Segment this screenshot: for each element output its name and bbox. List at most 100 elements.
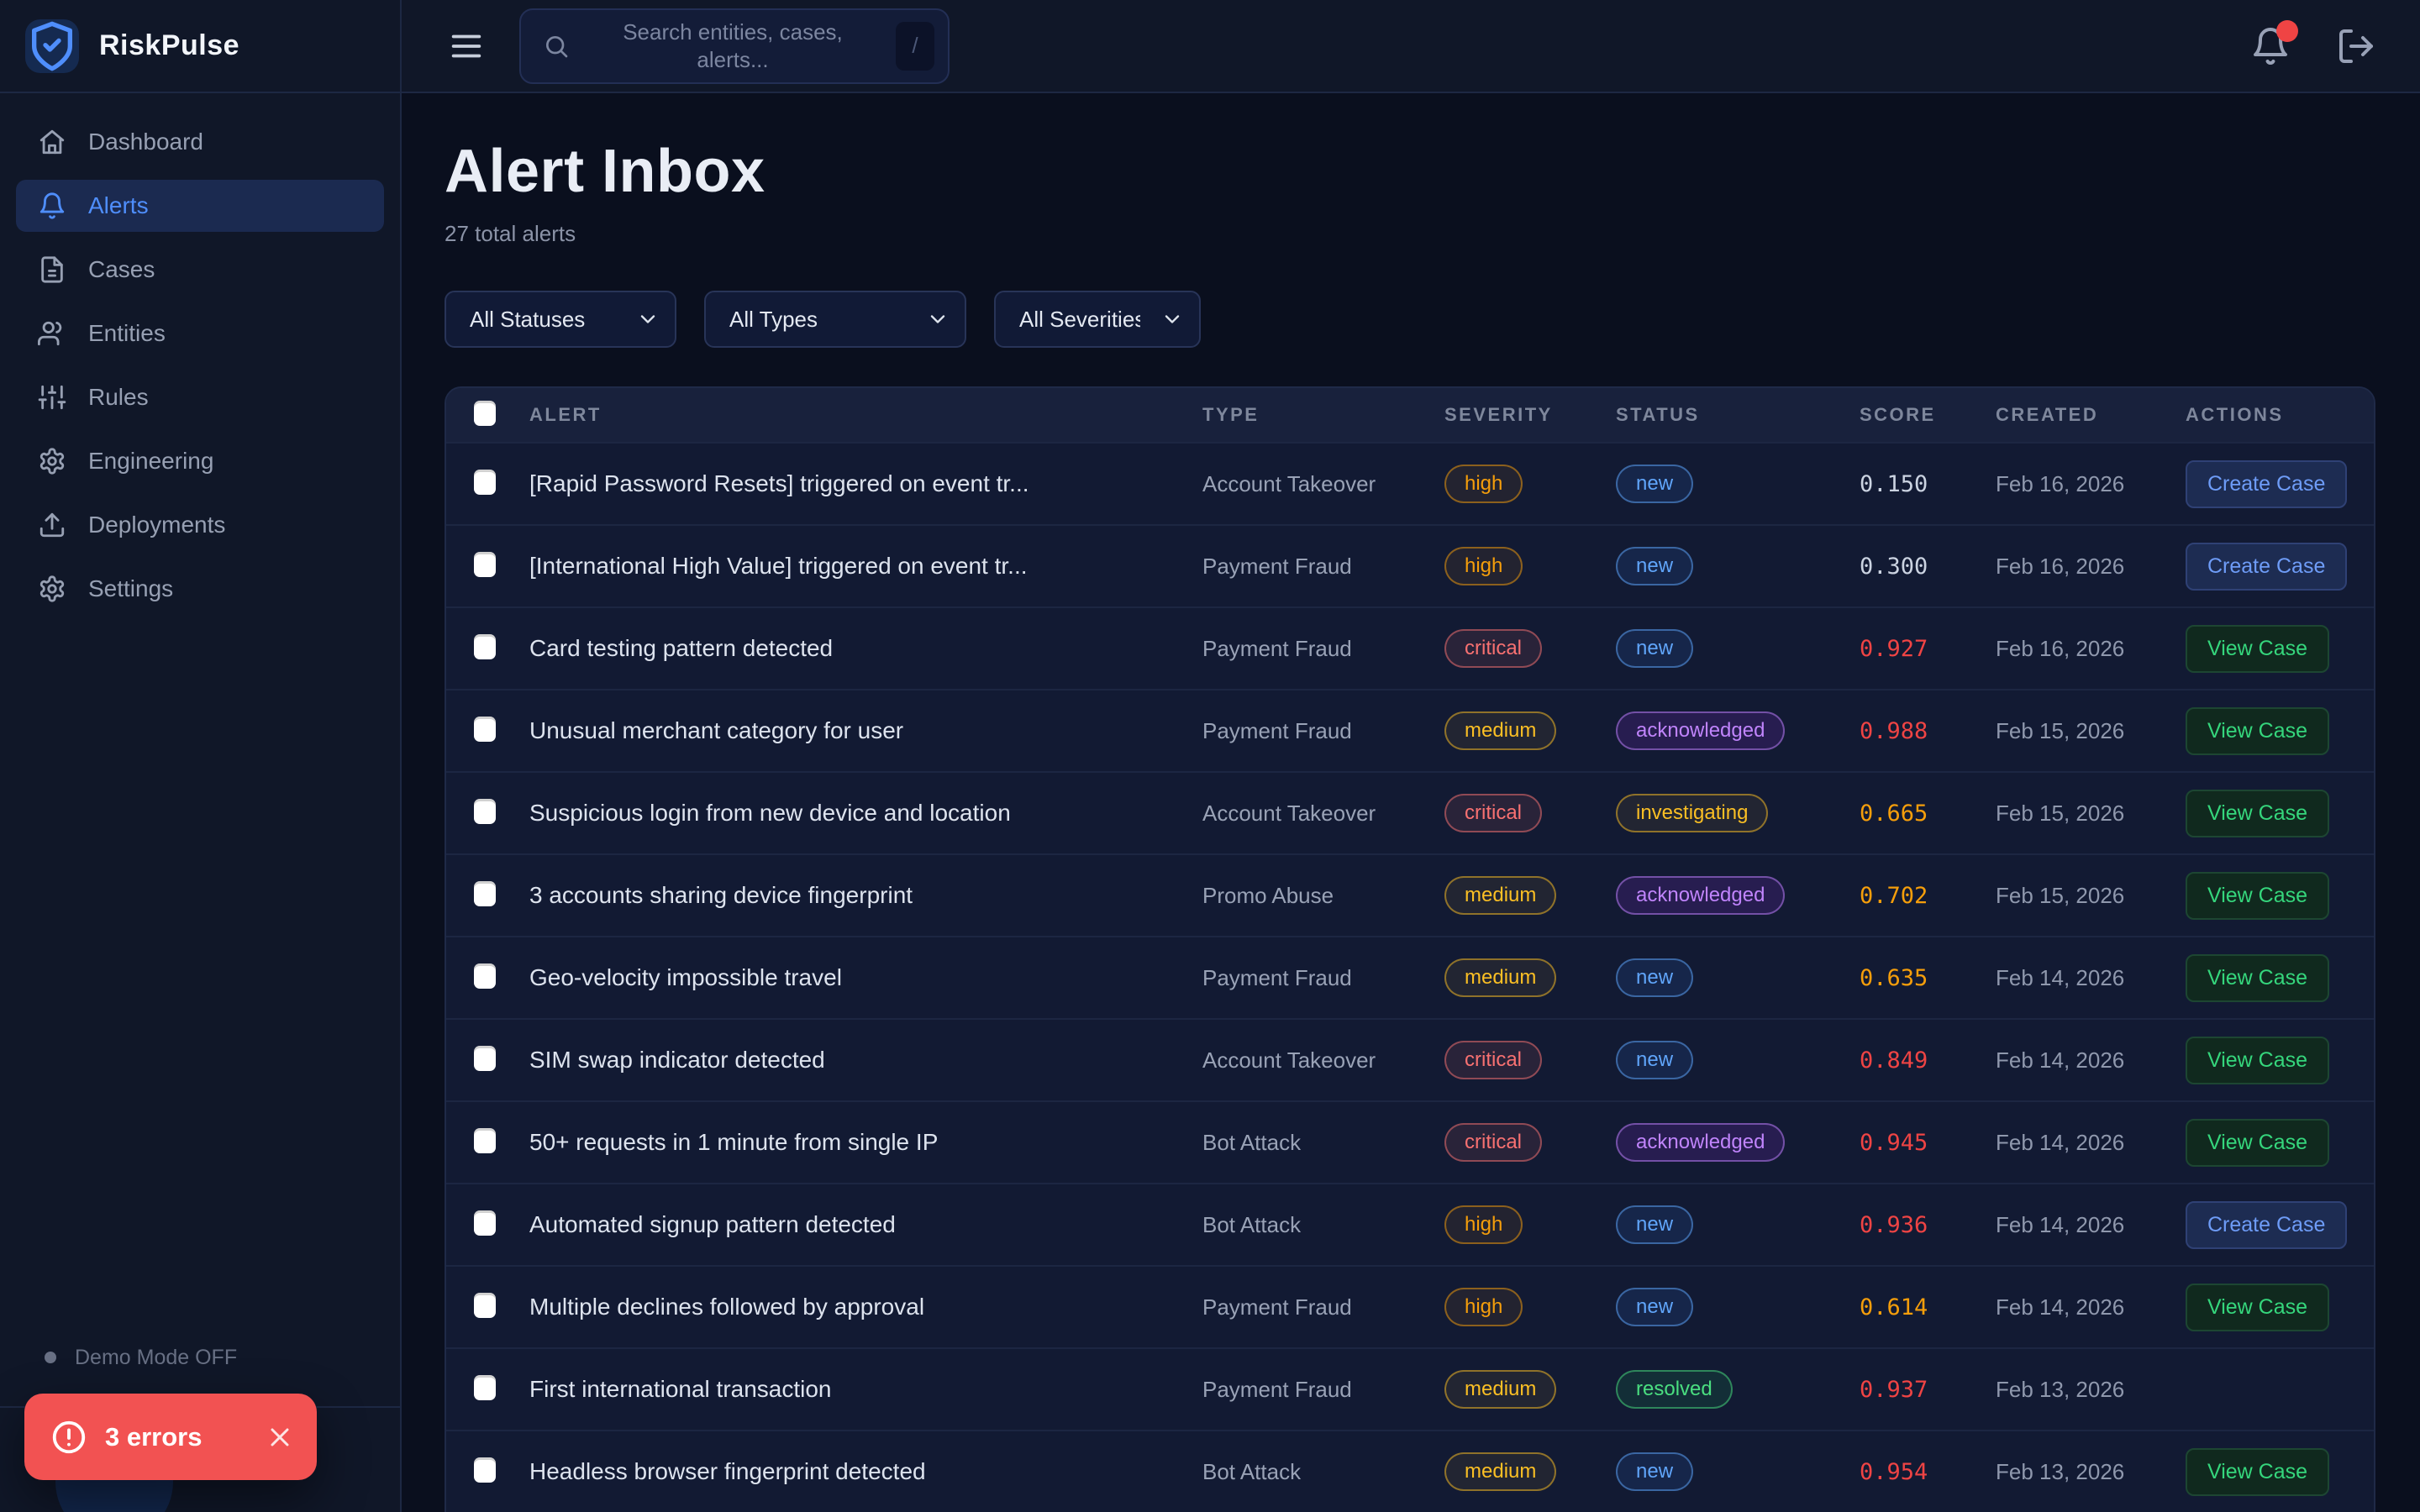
created-date: Feb 16, 2026 [1996,470,2125,496]
alert-title[interactable]: [Rapid Password Resets] triggered on eve… [529,470,1029,496]
create-case-button[interactable]: Create Case [2186,1200,2348,1249]
severity-filter-select[interactable]: All Severities [994,291,1201,348]
severity-badge: medium [1444,958,1557,997]
view-case-button[interactable]: View Case [2186,1283,2330,1331]
row-checkbox[interactable] [474,633,496,659]
row-checkbox[interactable] [474,880,496,906]
status-filter-select[interactable]: All Statuses [445,291,676,348]
severity-badge: medium [1444,711,1557,750]
view-case-button[interactable]: View Case [2186,1036,2330,1084]
risk-score: 0.702 [1860,882,1928,909]
alert-title[interactable]: Unusual merchant category for user [529,717,904,743]
row-checkbox[interactable] [474,1374,496,1400]
row-checkbox[interactable] [474,963,496,989]
alert-type: Account Takeover [1202,470,1376,496]
view-case-button[interactable]: View Case [2186,706,2330,755]
sidebar-item-rules[interactable]: Rules [16,371,384,423]
alert-circle-icon [50,1418,88,1457]
alert-title[interactable]: 3 accounts sharing device fingerprint [529,882,913,908]
risk-score: 0.936 [1860,1211,1928,1238]
column-header-type: TYPE [1202,404,1260,425]
row-checkbox[interactable] [474,798,496,824]
table-row: Card testing pattern detected Payment Fr… [446,606,2374,689]
alert-title[interactable]: 50+ requests in 1 minute from single IP [529,1129,939,1155]
search-input[interactable]: Search entities, cases, alerts... / [519,8,950,84]
row-checkbox[interactable] [474,1127,496,1153]
brand-name: RiskPulse [99,29,240,61]
sidebar-item-alerts[interactable]: Alerts [16,180,384,232]
home-icon [38,128,66,156]
view-case-button[interactable]: View Case [2186,1118,2330,1167]
select-all-checkbox[interactable] [474,400,496,426]
search-icon [543,33,570,60]
row-checkbox[interactable] [474,1045,496,1071]
risk-score: 0.988 [1860,717,1928,744]
alert-count: 27 total alerts [445,221,576,246]
row-checkbox[interactable] [474,551,496,577]
table-row: [International High Value] triggered on … [446,524,2374,606]
bell-icon [2250,27,2291,69]
view-case-button[interactable]: View Case [2186,953,2330,1002]
brand-header: RiskPulse [0,0,400,93]
view-case-button[interactable]: View Case [2186,789,2330,837]
topbar: Search entities, cases, alerts... / [402,0,2420,93]
sidebar-item-label: Entities [88,320,166,346]
create-case-button[interactable]: Create Case [2186,459,2348,508]
sidebar-item-label: Dashboard [88,129,203,155]
view-case-button[interactable]: View Case [2186,871,2330,920]
toast-close-button[interactable] [265,1422,295,1452]
created-date: Feb 14, 2026 [1996,1129,2125,1155]
table-row: Multiple declines followed by approval P… [446,1265,2374,1347]
create-case-button[interactable]: Create Case [2186,542,2348,591]
sidebar-item-entities[interactable]: Entities [16,307,384,360]
sidebar-item-engineering[interactable]: Engineering [16,435,384,487]
risk-score: 0.614 [1860,1294,1928,1320]
logout-button[interactable] [2336,26,2376,66]
row-checkbox[interactable] [474,1292,496,1318]
column-header-score: SCORE [1860,404,1936,425]
notifications-button[interactable] [2250,19,2298,69]
alert-title[interactable]: Geo-velocity impossible travel [529,964,842,990]
sidebar-item-deployments[interactable]: Deployments [16,499,384,551]
view-case-button[interactable]: View Case [2186,624,2330,673]
alert-title[interactable]: Headless browser fingerprint detected [529,1458,926,1484]
risk-score: 0.927 [1860,635,1928,662]
severity-badge: critical [1444,1041,1543,1079]
notification-dot [2276,19,2298,42]
severity-badge: medium [1444,876,1557,915]
menu-button[interactable] [447,27,486,66]
demo-mode-indicator: Demo Mode OFF [0,1341,400,1374]
status-badge: new [1616,1205,1694,1244]
demo-mode-label: Demo Mode OFF [75,1345,238,1369]
sidebar-item-dashboard[interactable]: Dashboard [16,116,384,168]
column-header-actions: ACTIONS [2186,404,2284,425]
row-checkbox[interactable] [474,1210,496,1236]
row-checkbox[interactable] [474,1457,496,1483]
alert-title[interactable]: Suspicious login from new device and loc… [529,800,1011,826]
risk-score: 0.300 [1860,553,1928,580]
error-toast: 3 errors [24,1394,317,1480]
sidebar-item-label: Cases [88,256,155,282]
alert-title[interactable]: Card testing pattern detected [529,635,834,661]
alert-title[interactable]: Automated signup pattern detected [529,1211,896,1237]
type-filter-select[interactable]: All Types [704,291,966,348]
alert-title[interactable]: Multiple declines followed by approval [529,1294,925,1320]
status-badge: new [1616,629,1694,668]
row-checkbox[interactable] [474,716,496,742]
table-row: Headless browser fingerprint detected Bo… [446,1430,2374,1512]
alert-title[interactable]: SIM swap indicator detected [529,1047,825,1073]
alert-title[interactable]: [International High Value] triggered on … [529,553,1028,579]
column-header-status: STATUS [1616,404,1700,425]
gear-icon [38,447,66,475]
alert-title[interactable]: First international transaction [529,1376,832,1402]
table-row: Automated signup pattern detected Bot At… [446,1183,2374,1265]
severity-badge: medium [1444,1370,1557,1409]
status-badge: acknowledged [1616,711,1786,750]
row-checkbox[interactable] [474,469,496,495]
sidebar-item-settings[interactable]: Settings [16,563,384,615]
sidebar-item-label: Settings [88,575,174,601]
view-case-button[interactable]: View Case [2186,1447,2330,1496]
sidebar-item-cases[interactable]: Cases [16,244,384,296]
created-date: Feb 16, 2026 [1996,553,2125,579]
alert-type: Account Takeover [1202,1047,1376,1073]
